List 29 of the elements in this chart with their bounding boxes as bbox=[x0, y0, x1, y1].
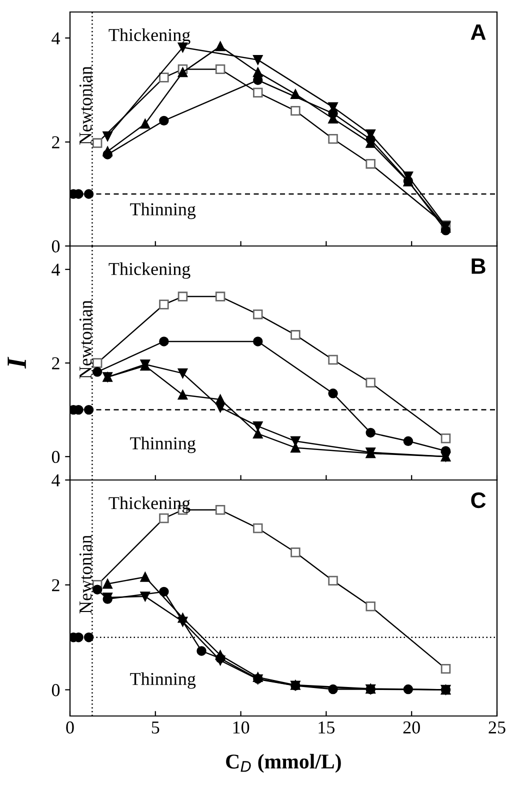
annotation: Newtonian bbox=[79, 66, 92, 145]
y-tick-label: 2 bbox=[52, 136, 60, 148]
y-tick-label: 2 bbox=[52, 579, 60, 592]
y-tick-label: 4 bbox=[52, 474, 60, 486]
annotation: Thickening bbox=[108, 28, 190, 45]
chart-title: A bbox=[470, 24, 486, 40]
y-tick-label: 0 bbox=[52, 684, 60, 696]
x-tick-label: 25 bbox=[488, 721, 506, 734]
annotation: Thinning bbox=[130, 436, 196, 454]
x-tick-label: 15 bbox=[318, 721, 335, 734]
annotation: Newtonian bbox=[79, 300, 92, 379]
y-tick-label: 4 bbox=[52, 32, 60, 44]
x-axis-title: C$_{D}$ (mmol/L) bbox=[226, 754, 341, 773]
annotation: Thinning bbox=[130, 202, 196, 220]
y-axis-title: I bbox=[8, 356, 26, 369]
x-tick-label: 10 bbox=[233, 721, 250, 734]
x-tick-label: 20 bbox=[403, 721, 420, 734]
x-tick-label: 5 bbox=[152, 722, 160, 734]
y-tick-label: 0 bbox=[52, 240, 60, 252]
y-tick-label: 4 bbox=[52, 264, 60, 276]
chart-title: B bbox=[472, 258, 486, 274]
annotation: Newtonian bbox=[79, 535, 92, 614]
annotation: Thickening bbox=[108, 496, 190, 513]
x-tick-label: 0 bbox=[66, 721, 74, 734]
annotation: Thickening bbox=[108, 262, 190, 279]
y-tick-label: 0 bbox=[52, 450, 60, 464]
y-tick-label: 2 bbox=[52, 357, 60, 370]
annotation: Thinning bbox=[130, 672, 196, 689]
chart-title: C bbox=[471, 492, 486, 508]
